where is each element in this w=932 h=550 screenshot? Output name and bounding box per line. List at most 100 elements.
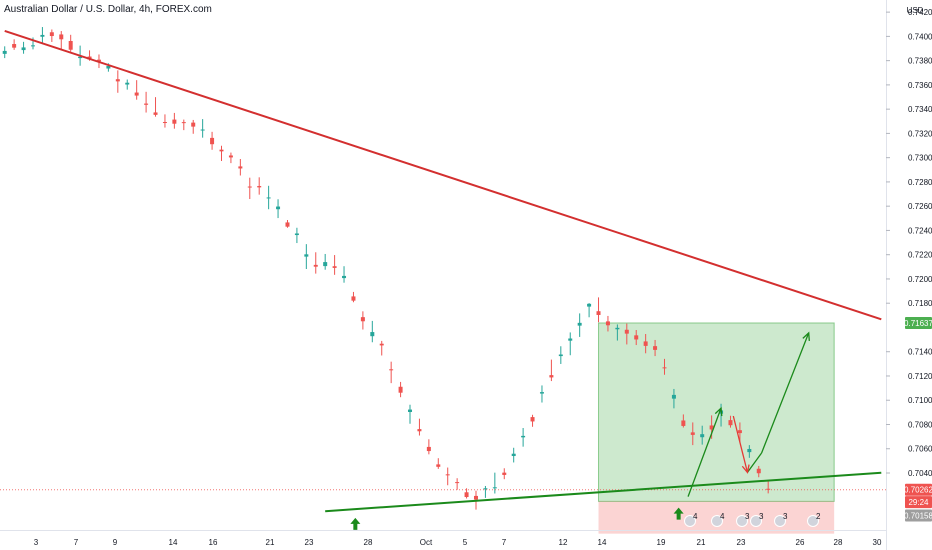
projection-arrowhead xyxy=(714,406,723,417)
candle-body xyxy=(78,56,83,59)
candle-body xyxy=(134,92,139,96)
x-tick-label: 28 xyxy=(364,538,373,547)
x-tick-label: 28 xyxy=(834,538,843,547)
candle-body xyxy=(200,129,205,131)
candle-body xyxy=(653,346,658,350)
candle-body xyxy=(728,420,733,426)
event-marker[interactable] xyxy=(807,515,819,527)
x-tick-label: 30 xyxy=(873,538,882,547)
candle-body xyxy=(502,472,507,475)
up-arrow-marker xyxy=(673,507,684,520)
price-tag-label: 29:24 xyxy=(908,498,929,507)
candle-body xyxy=(2,50,7,54)
candle-body xyxy=(40,34,45,37)
candle-body xyxy=(709,425,714,430)
price-tag xyxy=(905,509,932,522)
candle-body xyxy=(332,266,337,268)
candle-body xyxy=(342,275,347,279)
candle-body xyxy=(700,434,705,438)
candle-body xyxy=(21,47,26,51)
price-tag-label: 0.71637 xyxy=(904,319,932,328)
resistance-trendline[interactable] xyxy=(4,29,882,321)
candle-body xyxy=(662,367,667,369)
candle-body xyxy=(577,322,582,326)
event-marker[interactable] xyxy=(711,515,723,527)
candle-body xyxy=(511,453,516,457)
candle-body xyxy=(389,369,394,371)
candle-body xyxy=(379,343,384,346)
candle-body xyxy=(445,474,450,476)
chart-title: Australian Dollar / U.S. Dollar, 4h, FOR… xyxy=(4,4,212,15)
candle-body xyxy=(115,79,120,82)
support-trendline[interactable] xyxy=(325,471,882,513)
projection-segment xyxy=(760,332,810,454)
projection-arrowhead xyxy=(741,464,750,474)
event-count: 4 xyxy=(693,512,698,521)
candle-body xyxy=(144,103,149,105)
candle-body xyxy=(492,487,497,489)
candle-body xyxy=(690,432,695,435)
event-marker[interactable] xyxy=(750,515,762,527)
candle-body xyxy=(417,429,422,432)
candle-body xyxy=(304,254,309,257)
candle-body xyxy=(605,321,610,326)
event-marker[interactable] xyxy=(684,515,696,527)
price-tag xyxy=(905,496,932,509)
candle-body xyxy=(294,233,299,236)
candle-body xyxy=(257,186,262,188)
x-tick-label: 9 xyxy=(113,538,118,547)
candle-body xyxy=(285,222,290,227)
projection-segment xyxy=(746,452,763,473)
event-marker[interactable] xyxy=(774,515,786,527)
candle-body xyxy=(323,262,328,267)
candle-body xyxy=(398,386,403,393)
x-tick-label: 5 xyxy=(463,538,468,547)
x-tick-label: 3 xyxy=(34,538,39,547)
candle-body xyxy=(59,34,64,40)
x-tick-label: 26 xyxy=(796,538,805,547)
candle-body xyxy=(530,417,535,422)
event-count: 3 xyxy=(783,512,788,521)
candle-body xyxy=(681,420,686,426)
x-tick-label: 23 xyxy=(737,538,746,547)
candle-body xyxy=(436,464,441,467)
x-tick-label: 21 xyxy=(266,538,275,547)
candle-body xyxy=(172,119,177,124)
event-count: 2 xyxy=(816,512,821,521)
candle-body xyxy=(370,332,375,337)
candle-body xyxy=(96,59,101,62)
candle-body xyxy=(596,311,601,315)
projection-arrowhead xyxy=(802,331,810,341)
candle-body xyxy=(747,448,752,453)
price-tag xyxy=(905,483,932,496)
candle-body xyxy=(360,317,365,322)
price-tag-label: 0.70158 xyxy=(904,511,932,520)
x-tick-label: 21 xyxy=(697,538,706,547)
event-count: 3 xyxy=(759,512,764,521)
candle-body xyxy=(106,65,111,69)
candle-body xyxy=(671,394,676,399)
x-tick-label: 7 xyxy=(74,538,79,547)
event-marker[interactable] xyxy=(736,515,748,527)
candle-body xyxy=(624,329,629,334)
candle-body xyxy=(756,468,761,474)
x-tick-label: 7 xyxy=(502,538,507,547)
x-tick-label: 19 xyxy=(657,538,666,547)
x-tick-label: 16 xyxy=(209,538,218,547)
x-tick-label: Oct xyxy=(420,538,433,547)
candle-body xyxy=(549,375,554,378)
candle-body xyxy=(276,206,281,210)
projection-segment xyxy=(687,407,722,497)
candle-body xyxy=(483,488,488,490)
